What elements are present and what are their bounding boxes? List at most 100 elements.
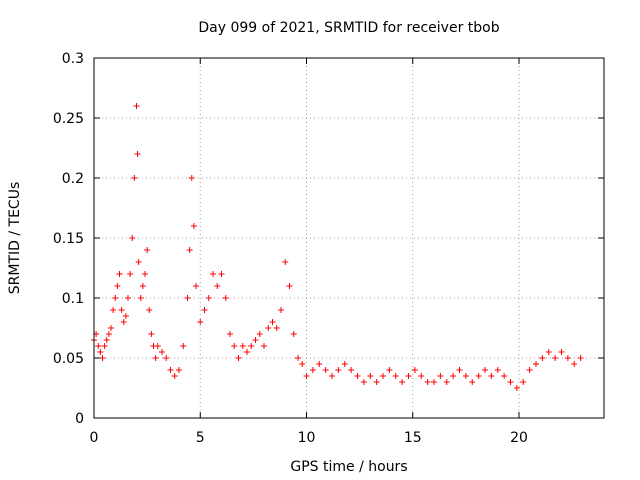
data-point — [545, 349, 552, 355]
data-point — [265, 325, 272, 331]
data-point — [112, 295, 119, 301]
data-point — [135, 259, 142, 265]
data-point — [261, 343, 267, 349]
data-point — [131, 175, 138, 181]
data-point — [295, 355, 301, 361]
data-point — [392, 373, 399, 379]
data-point — [335, 367, 342, 373]
data-point — [501, 373, 508, 379]
data-point — [552, 355, 559, 361]
data-point — [186, 247, 193, 253]
data-point — [539, 355, 546, 361]
data-point — [513, 385, 520, 391]
data-point — [248, 343, 255, 349]
data-point — [125, 295, 131, 301]
data-point — [367, 373, 374, 379]
y-tick-label: 0 — [75, 411, 84, 427]
data-point — [482, 367, 488, 373]
data-point — [222, 295, 229, 301]
data-point — [108, 325, 114, 331]
data-point — [176, 367, 182, 373]
data-point — [133, 103, 140, 109]
data-point — [411, 367, 418, 373]
data-point — [231, 343, 238, 349]
data-point — [303, 373, 310, 379]
data-point — [520, 379, 527, 385]
data-point — [180, 343, 187, 349]
axis-ticks — [93, 57, 604, 419]
data-point — [424, 379, 431, 385]
tick-labels: 0 0.05 0.1 0.15 0.2 0.25 0.3 0 5 10 15 20 — [53, 51, 528, 446]
data-point — [97, 349, 104, 355]
data-point — [469, 379, 476, 385]
data-point — [214, 283, 221, 289]
data-point — [95, 343, 102, 349]
data-point — [269, 319, 276, 325]
data-point — [235, 355, 242, 361]
data-point — [139, 283, 146, 289]
scatter-points — [91, 103, 584, 391]
y-tick-label: 0.05 — [53, 351, 84, 367]
data-point — [577, 355, 584, 361]
data-point — [193, 283, 199, 289]
data-point — [360, 379, 367, 385]
data-point — [146, 307, 153, 313]
data-point — [184, 295, 191, 301]
x-tick-label: 15 — [404, 430, 422, 446]
data-point — [256, 331, 263, 337]
data-point — [418, 373, 425, 379]
y-tick-label: 0.1 — [62, 291, 84, 307]
data-point — [354, 373, 361, 379]
data-point — [122, 313, 129, 319]
data-point — [431, 379, 437, 385]
data-point — [309, 367, 316, 373]
x-tick-label: 10 — [298, 430, 316, 446]
y-tick-label: 0.2 — [62, 171, 84, 187]
data-point — [188, 175, 195, 181]
data-point — [437, 373, 444, 379]
data-point — [129, 235, 136, 241]
data-point — [210, 271, 216, 277]
data-point — [103, 337, 110, 343]
data-point — [244, 349, 250, 355]
data-point — [101, 343, 108, 349]
data-point — [252, 337, 259, 343]
data-point — [341, 361, 348, 367]
data-point — [507, 379, 514, 385]
data-point — [105, 331, 112, 337]
data-point — [197, 319, 204, 325]
data-point — [114, 283, 121, 289]
chart-title: Day 099 of 2021, SRMTID for receiver tbo… — [198, 20, 499, 36]
data-point — [286, 283, 293, 289]
data-point — [329, 373, 335, 379]
data-point — [163, 355, 170, 361]
x-tick-label: 20 — [510, 430, 528, 446]
data-point — [494, 367, 501, 373]
y-tick-label: 0.3 — [62, 51, 84, 67]
data-point — [526, 367, 533, 373]
data-point — [142, 271, 148, 277]
data-point — [205, 295, 212, 301]
data-point — [148, 331, 155, 337]
data-point — [239, 343, 246, 349]
data-point — [450, 373, 457, 379]
data-point — [488, 373, 495, 379]
data-point — [227, 331, 233, 337]
data-point — [116, 271, 123, 277]
data-point — [282, 259, 289, 265]
data-point — [218, 271, 225, 277]
x-tick-label: 5 — [196, 430, 205, 446]
data-point — [456, 367, 463, 373]
data-point — [154, 343, 161, 349]
data-point — [571, 361, 578, 367]
data-point — [462, 373, 469, 379]
data-point — [316, 361, 323, 367]
y-axis-label: SRMTID / TECUs — [7, 182, 23, 295]
data-point — [564, 355, 571, 361]
data-point — [348, 367, 355, 373]
x-tick-label: 0 — [90, 430, 99, 446]
data-point — [380, 373, 386, 379]
data-point — [386, 367, 393, 373]
data-point — [278, 307, 284, 313]
